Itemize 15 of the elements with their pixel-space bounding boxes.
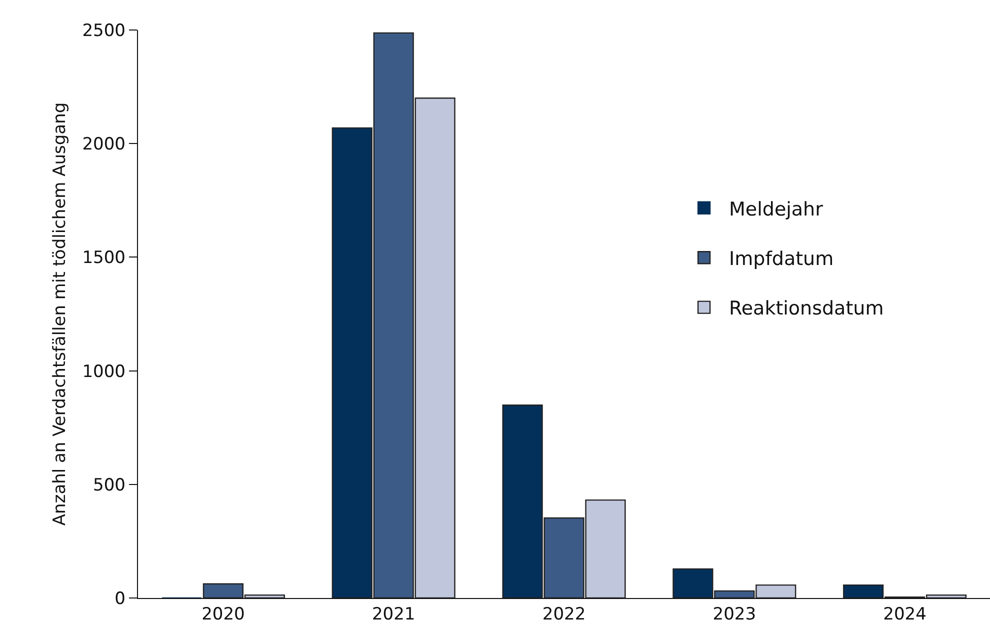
- x-tick-label: 2023: [712, 604, 756, 624]
- y-tick-label: 500: [93, 475, 126, 496]
- x-tick-label: 2021: [372, 604, 416, 624]
- y-tick-label: 0: [114, 588, 126, 609]
- y-tick-label: 1000: [82, 362, 126, 382]
- legend-label: Meldejahr: [729, 198, 824, 220]
- x-tick-label: 2020: [202, 604, 245, 624]
- x-tick-label: 2022: [542, 604, 586, 624]
- x-tick-label: 2024: [883, 604, 926, 624]
- legend-label: Impfdatum: [729, 248, 834, 270]
- y-tick-label: 2000: [82, 134, 126, 155]
- y-tick-label: 1500: [82, 248, 126, 268]
- y-tick-label: 2500: [82, 20, 126, 41]
- y-axis-title: Anzahl an Verdachtsfällen mit tödlichem Ausgang: [50, 102, 70, 526]
- legend-label: Reaktionsdatum: [729, 298, 884, 320]
